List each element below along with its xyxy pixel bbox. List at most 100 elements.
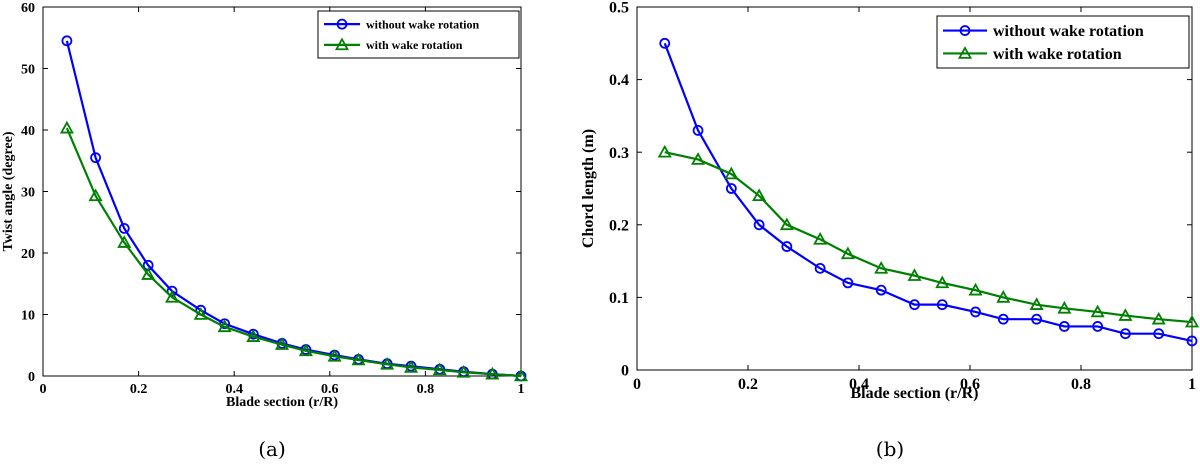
x-tick-label: 0.2: [130, 382, 148, 397]
x-axis-label: Blade section (r/R): [226, 395, 338, 410]
x-tick-label: 0.8: [1071, 376, 1091, 393]
x-tick-label: 0.4: [225, 382, 243, 397]
data-point-circle: [166, 285, 178, 297]
figure-caption: (b): [876, 437, 904, 461]
data-point-triangle: [724, 166, 739, 180]
y-tick-label: 40: [21, 124, 35, 139]
data-point-triangle: [1151, 311, 1166, 325]
data-point-triangle: [298, 343, 313, 357]
data-point-triangle: [752, 188, 767, 202]
y-tick-label: 0.2: [609, 217, 629, 234]
data-point-circle: [753, 219, 765, 231]
data-point-circle: [692, 125, 704, 136]
data-point-circle: [781, 241, 793, 252]
series-line-0: [663, 42, 1193, 343]
y-tick-label: 50: [21, 62, 35, 77]
y-tick-label: 0.4: [609, 72, 629, 89]
x-tick-label: 0.2: [738, 376, 758, 393]
x-tick-label: 0: [40, 382, 47, 397]
data-point-circle: [1031, 313, 1042, 325]
legend-label: with wake rotation: [993, 46, 1122, 63]
legend-marker-circle: [959, 25, 971, 36]
x-tick-label: 1: [1188, 376, 1196, 393]
legend-label: without wake rotation: [993, 23, 1144, 40]
data-point-circle: [61, 35, 73, 47]
data-point-triangle: [456, 364, 471, 378]
y-tick-label: 60: [21, 1, 35, 16]
data-point-circle: [1153, 328, 1165, 340]
data-point-circle: [725, 183, 737, 194]
data-point-triangle: [513, 368, 529, 382]
data-point-triangle: [813, 231, 828, 245]
y-tick-label: 0.5: [609, 0, 629, 17]
data-point-triangle: [141, 267, 156, 280]
data-point-triangle: [88, 188, 103, 202]
data-point-circle: [814, 262, 826, 274]
data-point-triangle: [935, 275, 950, 289]
data-point-triangle: [779, 217, 794, 231]
data-point-triangle: [1118, 308, 1133, 321]
data-point-triangle: [1057, 300, 1072, 314]
chart-b: 0 0.2 0.4 0.6 0.8 1 0 0.1 0.2 0.3 0.4 0.5 Blade sect…: [580, 0, 1200, 461]
data-point-triangle: [907, 268, 922, 281]
data-point-triangle: [691, 152, 706, 165]
data-point-triangle: [874, 261, 889, 274]
data-point-circle: [1120, 328, 1131, 340]
series-line-1: [65, 127, 522, 378]
x-tick-label: 1: [518, 382, 525, 397]
x-tick-label: 0.6: [960, 376, 980, 393]
data-point-triangle: [59, 120, 74, 134]
data-point-circle: [659, 37, 671, 49]
data-point-triangle: [165, 289, 180, 303]
data-point-triangle: [968, 282, 983, 296]
data-point-circle: [936, 299, 948, 311]
x-tick-label: 0.4: [849, 376, 869, 393]
legend-marker-triangle: [334, 37, 350, 51]
y-tick-label: 0.1: [609, 290, 629, 307]
data-point-triangle: [1029, 297, 1044, 310]
figure-caption: (a): [258, 437, 286, 461]
legend-box: [936, 15, 1190, 69]
plot-frame: [42, 6, 522, 377]
legend-marker-circle: [336, 18, 348, 30]
data-point-triangle: [217, 319, 232, 333]
y-axis-label: Chord length (m): [580, 129, 597, 248]
data-point-circle: [875, 284, 887, 296]
data-point-triangle: [380, 356, 395, 370]
data-point-circle: [1092, 321, 1104, 332]
series-line-0: [65, 40, 522, 378]
data-point-triangle: [327, 348, 342, 362]
data-point-circle: [997, 313, 1009, 325]
data-point-triangle: [246, 329, 261, 342]
data-point-triangle: [117, 235, 132, 248]
y-axis-label: Twist angle (degree): [1, 131, 16, 251]
y-tick-label: 20: [21, 247, 35, 262]
data-point-circle: [1186, 335, 1198, 347]
legend-marker-triangle: [957, 46, 973, 59]
data-point-circle: [842, 277, 854, 289]
data-point-circle: [970, 306, 981, 318]
x-axis-label: Blade section (r/R): [851, 385, 979, 402]
data-point-triangle: [485, 366, 500, 380]
data-point-triangle: [193, 307, 208, 320]
data-point-triangle: [432, 362, 447, 376]
data-point-triangle: [996, 290, 1011, 303]
y-tick-label: 0: [28, 370, 35, 385]
y-tick-label: 10: [21, 308, 35, 323]
legend-label: without wake rotation: [366, 17, 479, 31]
y-tick-label: 30: [21, 185, 35, 200]
data-point-triangle: [1184, 314, 1200, 328]
data-point-triangle: [840, 246, 855, 260]
y-tick-label: 0: [621, 363, 629, 380]
data-point-triangle: [274, 337, 290, 350]
data-point-circle: [90, 152, 101, 164]
data-point-triangle: [1090, 304, 1105, 318]
data-point-triangle: [351, 352, 366, 366]
data-point-circle: [909, 299, 920, 311]
series-line-1: [664, 151, 1193, 324]
legend-label: with wake rotation: [366, 38, 463, 52]
y-tick-label: 0.3: [609, 145, 629, 162]
x-tick-label: 0.6: [321, 382, 339, 397]
